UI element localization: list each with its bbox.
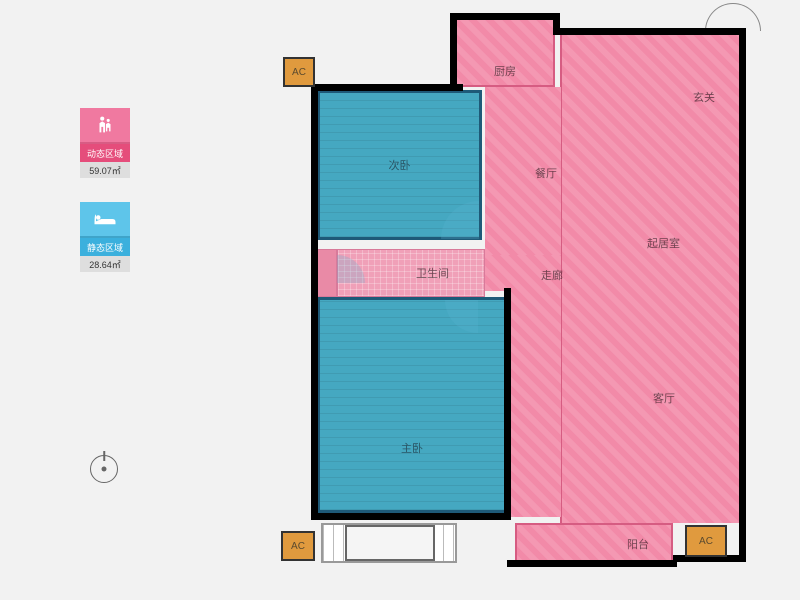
room-kitchen: 厨房 bbox=[455, 15, 555, 87]
window-frame bbox=[345, 525, 435, 561]
room-bathroom-label: 卫生间 bbox=[416, 265, 449, 281]
wall bbox=[450, 13, 457, 88]
ac-label: AC bbox=[699, 536, 713, 547]
bed-icon bbox=[80, 202, 130, 238]
wall bbox=[311, 84, 463, 91]
wall bbox=[450, 13, 560, 20]
wall bbox=[553, 28, 746, 35]
wall bbox=[311, 513, 511, 520]
floor-plan: 厨房 玄关 餐厅 起居室 走廊 客厅 卫生间 次卧 主卧 阳台 bbox=[285, 15, 760, 575]
legend: 动态区域 59.07㎡ 静态区域 28.64㎡ bbox=[80, 108, 130, 296]
ac-unit: AC bbox=[685, 525, 727, 557]
room-living bbox=[560, 33, 743, 523]
wall bbox=[507, 560, 677, 567]
wall bbox=[311, 84, 318, 520]
entry-arc bbox=[705, 3, 761, 31]
room-corridor-label: 走廊 bbox=[541, 267, 563, 283]
room-master-bedroom: 主卧 bbox=[317, 297, 507, 513]
legend-dynamic-value: 59.07㎡ bbox=[80, 162, 130, 178]
room-balcony-label: 阳台 bbox=[627, 536, 649, 552]
room-kitchen-label: 厨房 bbox=[494, 63, 516, 79]
ac-label: AC bbox=[291, 541, 305, 552]
legend-static-label: 静态区域 bbox=[80, 238, 130, 256]
room-hall-label: 客厅 bbox=[653, 390, 675, 406]
compass-icon bbox=[90, 455, 118, 483]
bathroom-detail bbox=[317, 249, 337, 297]
ac-label: AC bbox=[292, 67, 306, 78]
room-foyer-label: 玄关 bbox=[693, 89, 715, 105]
room-lower-left-pink bbox=[507, 291, 561, 517]
legend-dynamic: 动态区域 59.07㎡ bbox=[80, 108, 130, 178]
ac-unit: AC bbox=[283, 57, 315, 87]
legend-dynamic-label: 动态区域 bbox=[80, 144, 130, 162]
room-balcony: 阳台 bbox=[515, 523, 673, 565]
legend-static-value: 28.64㎡ bbox=[80, 256, 130, 272]
room-secondary-label: 次卧 bbox=[389, 157, 411, 173]
legend-static: 静态区域 28.64㎡ bbox=[80, 202, 130, 272]
room-master-label: 主卧 bbox=[401, 440, 423, 456]
people-icon bbox=[80, 108, 130, 144]
ac-unit: AC bbox=[281, 531, 315, 561]
room-dining-label: 餐厅 bbox=[535, 165, 557, 181]
wall bbox=[504, 288, 511, 516]
wall bbox=[739, 28, 746, 560]
room-living-label: 起居室 bbox=[647, 235, 680, 251]
